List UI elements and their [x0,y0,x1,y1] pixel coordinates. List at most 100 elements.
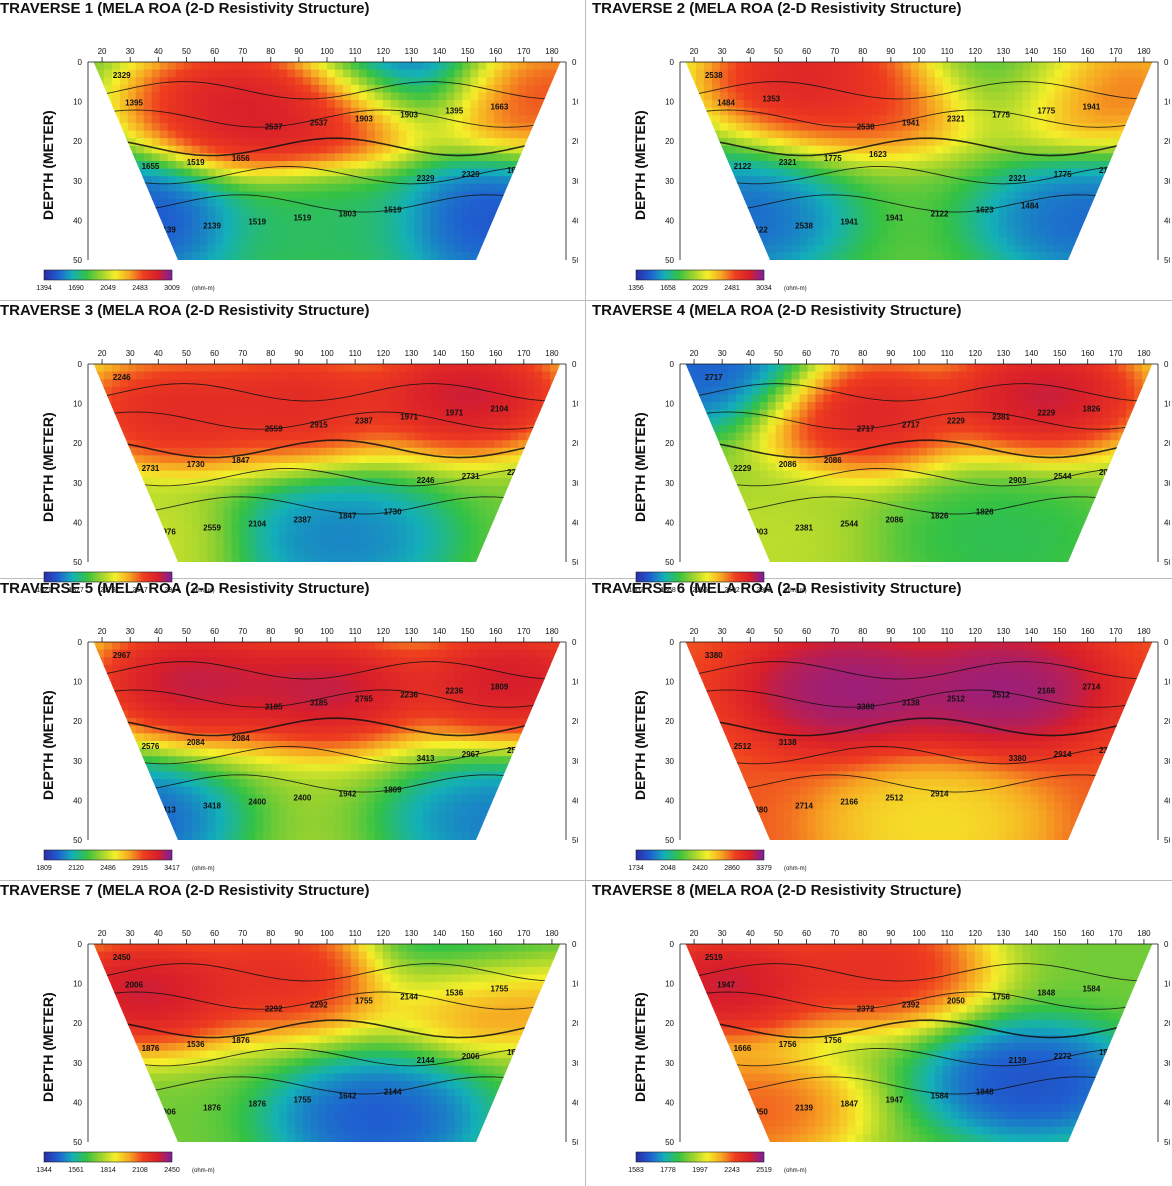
row-divider [0,578,1172,579]
resistivity-cell [287,69,296,78]
resistivity-cell [183,440,193,449]
resistivity-cell [311,539,320,548]
resistivity-cell [775,100,785,109]
resistivity-cell [398,92,408,101]
resistivity-cell [223,122,232,132]
resistivity-cell [327,371,336,380]
resistivity-cell [350,554,360,562]
resistivity-cell [1126,62,1135,71]
resistivity-cell [111,523,121,533]
resistivity-cell [199,516,209,525]
resistivity-cell [358,470,368,479]
resistivity-cell [494,539,503,548]
resistivity-cell [239,237,248,246]
resistivity-cell [823,221,832,231]
resistivity-cell [295,252,304,260]
resistivity-cell [1022,221,1032,231]
resistivity-cell [470,409,479,418]
resistivity-cell [542,470,551,479]
resistivity-cell [958,221,968,231]
resistivity-cell [934,221,944,231]
resistivity-cell [191,183,201,193]
resistivity-cell [183,409,193,418]
resistivity-cell [558,107,561,116]
contour-label: 1395 [125,99,143,108]
resistivity-cell [494,440,503,449]
resistivity-cell [191,501,201,510]
resistivity-cell [823,84,832,94]
resistivity-cell [135,62,145,71]
resistivity-cell [231,432,240,441]
resistivity-cell [550,191,559,200]
resistivity-cell [550,539,559,548]
resistivity-cell [143,546,153,555]
resistivity-cell [430,508,440,517]
resistivity-cell [390,523,400,533]
resistivity-cell [263,409,272,418]
resistivity-cell [127,145,137,154]
resistivity-cell [231,77,240,86]
resistivity-cell [879,221,888,231]
resistivity-cell [311,84,320,94]
resistivity-cell [831,145,840,154]
resistivity-cell [942,183,952,193]
resistivity-cell [350,115,360,124]
resistivity-cell [93,447,97,456]
resistivity-cell [334,546,344,555]
resistivity-cell [470,394,479,403]
resistivity-cell [1150,138,1153,147]
resistivity-cell [382,214,392,223]
resistivity-cell [502,138,511,147]
resistivity-cell [950,168,960,177]
resistivity-cell [518,493,527,502]
resistivity-cell [1006,100,1016,109]
resistivity-cell [526,77,535,86]
resistivity-cell [183,447,193,456]
resistivity-cell [695,168,705,177]
resistivity-cell [454,122,464,132]
resistivity-cell [478,554,487,562]
resistivity-cell [319,546,328,555]
resistivity-cell [311,221,320,231]
resistivity-cell [334,409,344,418]
resistivity-cell [95,463,105,472]
resistivity-cell [191,447,201,456]
resistivity-cell [727,221,737,231]
contour-label: 1484 [1021,202,1039,211]
resistivity-cell [255,508,264,517]
resistivity-cell [398,485,408,495]
resistivity-cell [175,554,185,562]
resistivity-cell [1118,161,1127,170]
resistivity-cell [366,191,376,200]
resistivity-cell [1086,69,1095,78]
resistivity-cell [311,138,320,147]
resistivity-cell [382,229,392,238]
resistivity-cell [239,221,248,231]
resistivity-cell [143,237,153,246]
resistivity-cell [111,122,121,132]
resistivity-cell [470,485,479,495]
resistivity-cell [446,539,456,548]
resistivity-cell [438,138,448,147]
resistivity-cell [183,508,193,517]
resistivity-cell [191,539,201,548]
chart-title: TRAVERSE 2 (MELA ROA (2-D Resistivity St… [592,0,962,17]
resistivity-cell [287,92,296,101]
resistivity-cell [95,531,105,540]
resistivity-cell [839,92,848,101]
resistivity-cell [366,508,376,517]
resistivity-cell [783,92,793,101]
resistivity-cell [727,153,737,162]
resistivity-cell [366,386,376,396]
resistivity-cell [494,206,503,215]
resistivity-cell [1014,100,1024,109]
resistivity-cell [791,191,801,200]
resistivity-cell [1022,138,1032,147]
resistivity-cell [558,455,561,464]
resistivity-cell [919,252,928,260]
resistivity-cell [863,107,872,116]
resistivity-cell [1150,244,1153,253]
resistivity-cell [319,485,328,495]
resistivity-cell [143,122,153,132]
resistivity-cell [263,508,272,517]
